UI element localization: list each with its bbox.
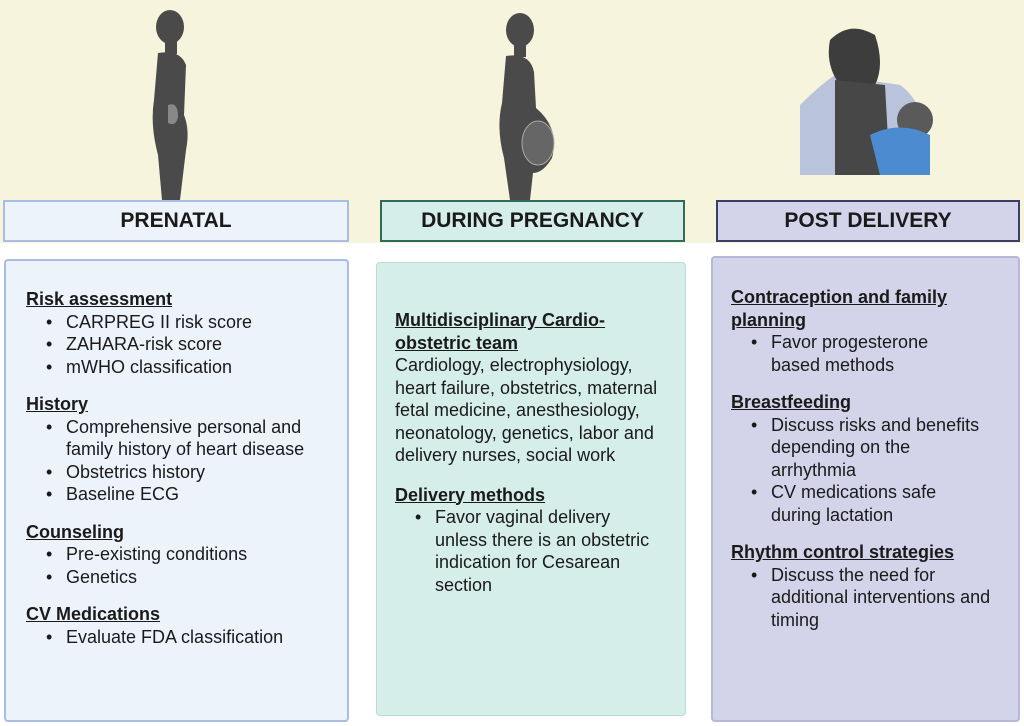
- team-text: Cardiology, electrophysiology, heart fai…: [395, 355, 658, 465]
- section-title: CV Medications: [26, 604, 161, 624]
- list-item: Discuss the need for additional interven…: [731, 564, 1004, 632]
- pregnant-woman-icon: [499, 13, 555, 200]
- woman-silhouette-icon: [152, 10, 188, 200]
- list-item: Baseline ECG: [26, 483, 347, 506]
- section-title: History: [26, 394, 89, 414]
- list-item: Favor vaginal delivery unless there is a…: [395, 506, 671, 596]
- list-item: Genetics: [26, 566, 347, 589]
- section-title: Risk assessment: [26, 289, 173, 309]
- header-post-delivery: POST DELIVERY: [716, 200, 1020, 242]
- list-item: Evaluate FDA classification: [26, 626, 347, 649]
- list-item: mWHO classification: [26, 356, 347, 379]
- list-item: Favor progesterone based methods: [731, 331, 1004, 376]
- section-title: Counseling: [26, 521, 124, 542]
- breastfeeding-mother-icon: [800, 28, 933, 175]
- section-title: Contraception and family planning: [731, 287, 948, 330]
- during-pregnancy-card: Multidisciplinary Cardio-obstetric team C…: [376, 262, 686, 716]
- list-item: ZAHARA-risk score: [26, 333, 347, 356]
- section-title: Multidisciplinary Cardio-obstetric team: [395, 310, 606, 353]
- prenatal-card: Risk assessmentCARPREG II risk scoreZAHA…: [4, 259, 349, 722]
- list-item: Pre-existing conditions: [26, 543, 347, 566]
- header-during-pregnancy: DURING PREGNANCY: [380, 200, 685, 242]
- list-item: CV medications safe during lactation: [731, 481, 1004, 526]
- post-delivery-card: Contraception and family planningFavor p…: [711, 256, 1020, 722]
- list-item: CARPREG II risk score: [26, 311, 347, 334]
- section-title: Rhythm control strategies: [731, 542, 955, 562]
- list-item: Discuss risks and benefits depending on …: [731, 414, 1004, 482]
- list-item: Obstetrics history: [26, 461, 347, 484]
- section-title: Breastfeeding: [731, 392, 852, 412]
- header-prenatal: PRENATAL: [3, 200, 349, 242]
- list-item: Comprehensive personal and family histor…: [26, 416, 347, 461]
- section-title: Delivery methods: [395, 484, 546, 505]
